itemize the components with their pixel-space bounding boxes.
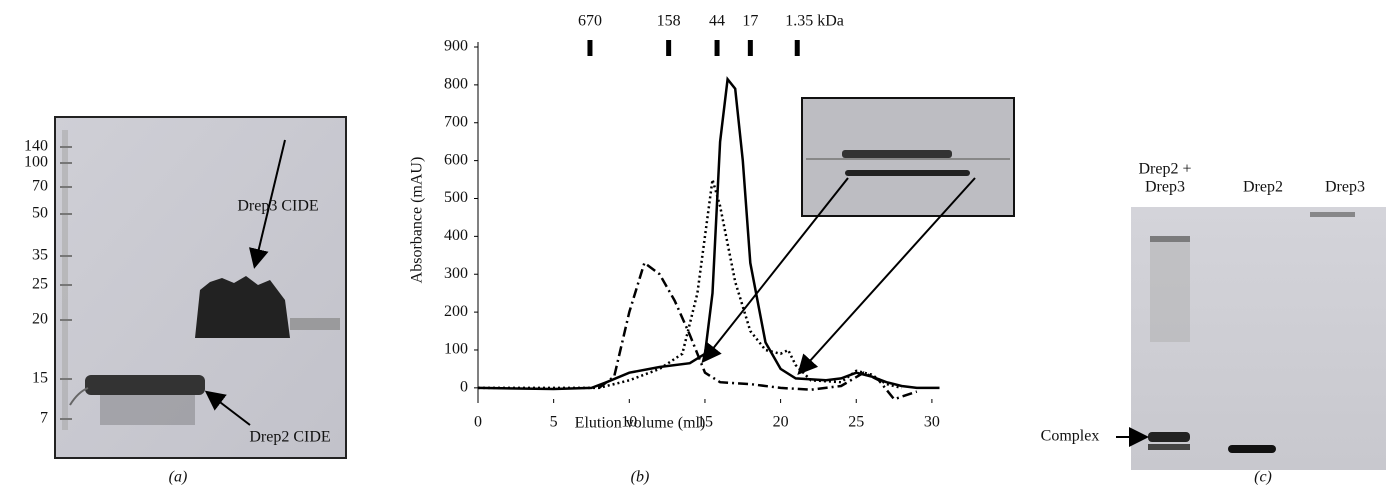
size-marker xyxy=(587,40,593,56)
y-axis-label: Absorbance (mAU) xyxy=(409,157,426,284)
ladder-label: 15 xyxy=(32,370,48,387)
size-marker xyxy=(666,40,672,56)
size-marker xyxy=(714,40,720,56)
y-tick-label: 900 xyxy=(444,38,468,55)
ladder-label: 20 xyxy=(32,311,48,328)
size-marker-label: 44 xyxy=(709,13,725,30)
caption: (b) xyxy=(631,469,650,486)
x-tick-label: 15 xyxy=(697,414,713,431)
ladder-label: 35 xyxy=(32,247,48,264)
size-marker xyxy=(794,40,800,56)
y-tick-label: 700 xyxy=(444,113,468,130)
y-tick-label: 200 xyxy=(444,303,468,320)
ladder-label: 100 xyxy=(24,154,48,171)
x-tick-label: 20 xyxy=(773,414,789,431)
band-label: Drep2 CIDE xyxy=(249,429,330,446)
y-tick-label: 300 xyxy=(444,265,468,282)
inset xyxy=(701,97,1015,375)
lane-label: Drep2 + xyxy=(1138,161,1191,178)
size-marker xyxy=(747,40,753,56)
y-tick-label: 400 xyxy=(444,227,468,244)
y-tick-label: 800 xyxy=(444,76,468,93)
y-tick-label: 0 xyxy=(460,379,468,396)
data-line xyxy=(477,76,940,391)
gel-a xyxy=(54,116,347,459)
size-marker-label: 158 xyxy=(657,13,681,30)
band-label: Drep3 CIDE xyxy=(237,198,318,215)
x-tick-label: 30 xyxy=(924,414,940,431)
x-tick-label: 0 xyxy=(474,414,482,431)
x-tick-label: 5 xyxy=(550,414,558,431)
ladder-label: 25 xyxy=(32,276,48,293)
lane-label: Drep2 xyxy=(1243,179,1283,196)
band-label: Complex xyxy=(1041,428,1100,445)
ladder-label: 140 xyxy=(24,138,48,155)
gel-c xyxy=(1116,207,1386,470)
lane-label: Drep3 xyxy=(1325,179,1365,196)
caption: (c) xyxy=(1254,469,1272,486)
lane-label: Drep3 xyxy=(1145,179,1185,196)
size-marker-label: 17 xyxy=(742,13,758,30)
x-axis-label: Elution volume (ml) xyxy=(575,415,706,432)
size-marker-label: 1.35 kDa xyxy=(785,13,844,30)
size-marker-label: 670 xyxy=(578,13,602,30)
caption: (a) xyxy=(169,469,188,486)
x-tick-label: 25 xyxy=(848,414,864,431)
x-tick-label: 10 xyxy=(621,414,637,431)
y-tick-label: 600 xyxy=(444,151,468,168)
ladder-label: 50 xyxy=(32,205,48,222)
ladder-label: 7 xyxy=(40,410,48,427)
data-line xyxy=(598,260,918,401)
y-tick-label: 500 xyxy=(444,189,468,206)
ladder-label: 70 xyxy=(32,178,48,195)
y-tick-label: 100 xyxy=(444,341,468,358)
